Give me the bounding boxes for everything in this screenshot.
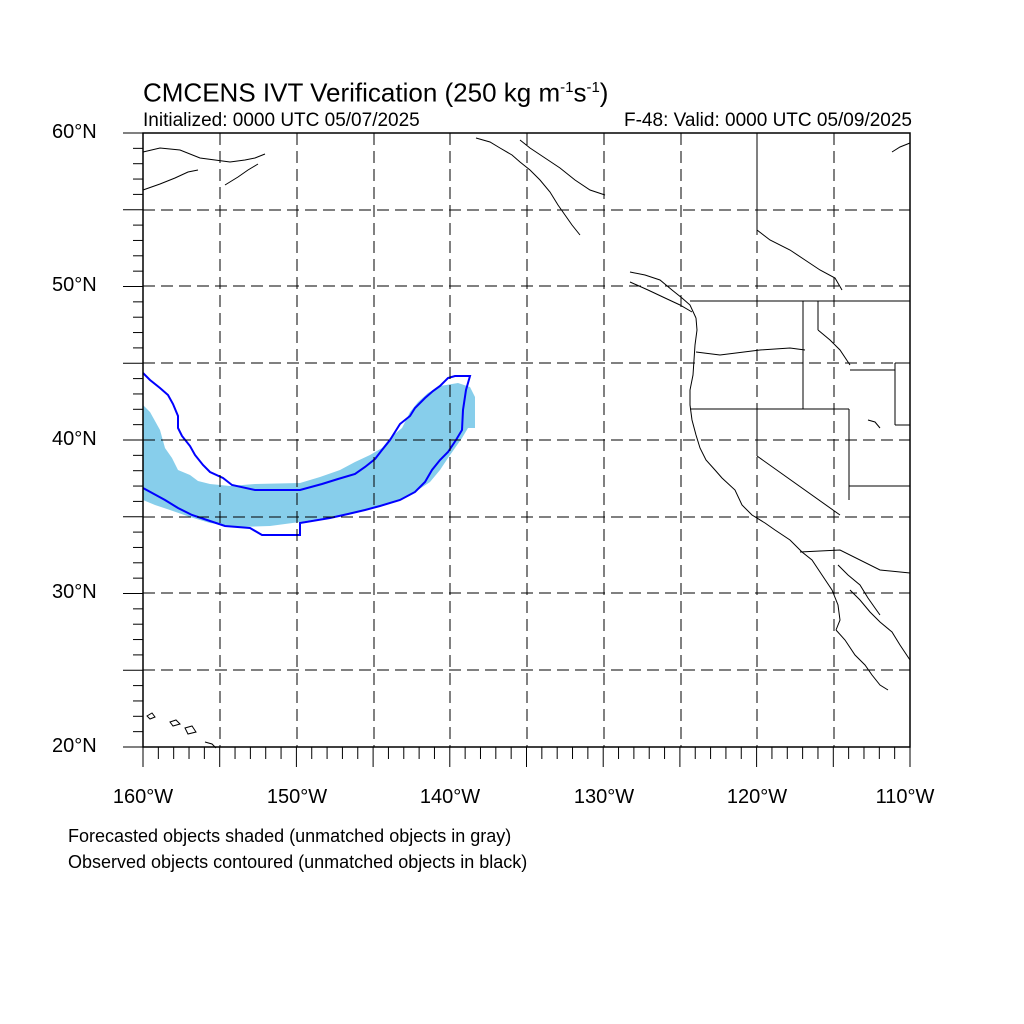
lat-label-30n: 30°N bbox=[52, 581, 97, 603]
axis-ticks bbox=[123, 132, 911, 767]
map-title: CMCENS IVT Verification (250 kg m-1s-1) bbox=[143, 77, 609, 108]
coastlines bbox=[142, 137, 911, 749]
lon-label-130w: 130°W bbox=[573, 786, 635, 808]
lat-label-20n: 20°N bbox=[52, 735, 97, 757]
initialized-label: Initialized: 0000 UTC 05/07/2025 bbox=[143, 110, 420, 131]
observed-note: Observed objects contoured (unmatched ob… bbox=[68, 852, 528, 872]
observed-object-contour bbox=[142, 372, 472, 536]
lon-label-110w: 110°W bbox=[875, 786, 935, 808]
lon-label-150w: 150°W bbox=[266, 786, 328, 808]
forecast-note: Forecasted objects shaded (unmatched obj… bbox=[68, 826, 512, 846]
valid-time-label: F-48: Valid: 0000 UTC 05/09/2025 bbox=[624, 110, 912, 131]
political-boundaries bbox=[690, 133, 911, 574]
graticule-grid bbox=[143, 133, 910, 747]
lat-label-40n: 40°N bbox=[52, 428, 97, 450]
lat-label-50n: 50°N bbox=[52, 274, 97, 296]
lon-label-160w: 160°W bbox=[112, 786, 174, 808]
forecast-object-shaded bbox=[143, 383, 475, 527]
lon-label-140w: 140°W bbox=[419, 786, 481, 808]
lon-label-120w: 120°W bbox=[726, 786, 788, 808]
lat-label-60n: 60°N bbox=[52, 121, 97, 143]
